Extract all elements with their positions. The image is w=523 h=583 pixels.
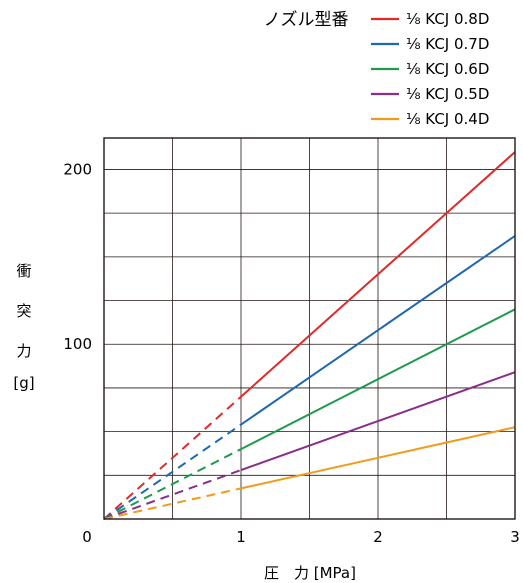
legend-label: ⅛ KCJ 0.7D — [406, 35, 489, 53]
series-line-dashed — [103, 487, 242, 520]
series-line-solid — [240, 426, 516, 490]
y-tick-labels: 100 200 — [63, 160, 92, 353]
x-tick-label: 3 — [510, 528, 520, 546]
x-tick-label: 1 — [236, 528, 246, 546]
y-tick-label: 100 — [63, 335, 92, 353]
y-axis-label-char: 突 — [16, 302, 31, 320]
plot-frame — [103, 137, 516, 520]
legend: ノズル型番 ⅛ KCJ 0.8D ⅛ KCJ 0.7D ⅛ KCJ 0.6D ⅛ KC… — [264, 10, 490, 128]
y-axis-label-char: 力 — [16, 342, 31, 360]
y-axis-label: 衝 突 力 [g] — [13, 262, 34, 392]
series-line-solid — [240, 371, 516, 472]
series-lines — [103, 151, 516, 520]
x-tick-label: 0 — [82, 528, 92, 546]
series-line-solid — [240, 235, 516, 426]
x-tick-labels: 0 1 2 3 — [82, 528, 520, 546]
y-axis-label-unit: [g] — [13, 374, 34, 392]
series-line-dashed — [103, 423, 242, 520]
series-line-solid — [240, 151, 516, 398]
legend-title: ノズル型番 — [264, 10, 349, 30]
series-line-solid — [240, 308, 516, 450]
series-line-dashed — [103, 469, 242, 520]
grid — [104, 138, 515, 519]
y-tick-label: 200 — [63, 160, 92, 178]
series-line-dashed — [103, 395, 242, 520]
series-line-dashed — [103, 448, 242, 520]
y-axis-label-char: 衝 — [16, 262, 31, 280]
x-axis-label: 圧 力 [MPa] — [264, 564, 356, 582]
legend-label: ⅛ KCJ 0.6D — [406, 60, 489, 78]
x-tick-label: 2 — [373, 528, 383, 546]
legend-label: ⅛ KCJ 0.8D — [406, 10, 489, 28]
legend-label: ⅛ KCJ 0.4D — [406, 110, 489, 128]
legend-label: ⅛ KCJ 0.5D — [406, 85, 489, 103]
